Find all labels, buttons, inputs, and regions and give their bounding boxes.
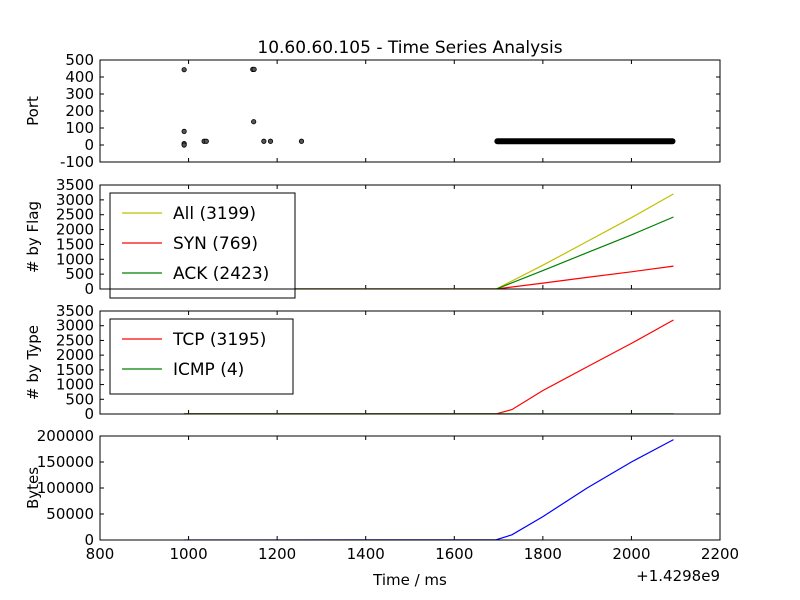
y-tick-label: 1500	[56, 235, 94, 253]
y-axis-label: # by Flag	[24, 201, 42, 273]
legend-label: TCP (3195)	[172, 330, 266, 350]
y-tick-label: -100	[60, 153, 94, 171]
y-tick-label: 200000	[37, 427, 94, 445]
y-axis-label: # by Type	[24, 325, 42, 400]
y-tick-label: 0	[84, 405, 94, 423]
legend-label: ACK (2423)	[173, 264, 269, 284]
legend-label: ICMP (4)	[173, 360, 244, 380]
y-tick-label: 100	[65, 119, 94, 137]
y-tick-label: 1500	[56, 361, 94, 379]
series-line-3	[188, 216, 674, 289]
x-tick-label: 2000	[612, 545, 650, 563]
y-tick-label: 3000	[56, 317, 94, 335]
y-tick-label: 100000	[37, 479, 94, 497]
plot-frame	[99, 184, 721, 290]
legend-box	[109, 318, 294, 395]
scatter-point	[181, 128, 187, 134]
plot-frame	[99, 435, 721, 541]
x-tick-label: 2200	[701, 545, 739, 563]
plot-frame	[99, 59, 721, 163]
scatter-point	[267, 138, 274, 144]
y-tick-label: 0	[84, 136, 94, 154]
panel-4: 0 50000 100000 150000 200000 800 1000 1200 1400 1…	[24, 427, 739, 563]
y-tick-label: 3500	[56, 302, 94, 320]
chart-panels: -1000100200300400500Port0500100015002000…	[24, 51, 739, 563]
y-tick-label: 400	[65, 68, 94, 86]
y-tick-label: 150000	[37, 453, 94, 471]
y-tick-label: 500	[65, 51, 94, 69]
scatter-point	[251, 119, 257, 125]
y-tick-label: 0	[84, 531, 94, 549]
y-tick-label: 50000	[46, 505, 94, 523]
y-axis-label: Port	[24, 96, 42, 126]
y-tick-label: 2500	[56, 331, 94, 349]
x-axis-offset-label: +1.4298e9	[636, 567, 720, 585]
scatter-dense-band	[494, 138, 676, 145]
scatter-point	[181, 142, 187, 148]
y-tick-label: 500	[65, 390, 94, 408]
y-tick-label: 2000	[56, 221, 94, 239]
chart-title: 10.60.60.105 - Time Series Analysis	[257, 38, 562, 58]
legend: All (3199) SYN (769) ACK (2423)	[109, 192, 296, 299]
x-tick-label: 1200	[258, 545, 296, 563]
scatter-point	[298, 138, 305, 144]
y-axis-label: Bytes	[24, 467, 42, 509]
x-tick-label: 1400	[347, 545, 385, 563]
data-layer	[181, 66, 676, 148]
y-tick-label: 500	[65, 265, 94, 283]
y-tick-label: 300	[65, 85, 94, 103]
x-tick-label: 1000	[169, 545, 207, 563]
x-axis-label: Time / ms	[372, 571, 447, 589]
scatter-point	[181, 67, 187, 73]
scatter-point	[251, 66, 257, 72]
y-tick-label: 1000	[56, 250, 94, 268]
legend-box	[109, 192, 296, 299]
x-tick-label: 800	[86, 545, 115, 563]
y-tick-label: 0	[84, 280, 94, 298]
x-tick-label: 1600	[435, 545, 473, 563]
y-tick-label: 200	[65, 102, 94, 120]
scatter-point	[261, 138, 267, 144]
y-tick-label: 3000	[56, 191, 94, 209]
x-tick-label: 1800	[524, 545, 562, 563]
legend-label: SYN (769)	[173, 234, 258, 254]
plot-frame	[99, 310, 721, 415]
series-line-2	[188, 265, 674, 289]
y-tick-label: 2500	[56, 206, 94, 224]
data-layer	[184, 439, 674, 540]
legend-label: All (3199)	[173, 204, 256, 224]
y-tick-label: 2000	[56, 346, 94, 364]
scatter-point	[203, 138, 209, 144]
series-line-1	[184, 439, 674, 540]
legend: TCP (3195) ICMP (4)	[109, 318, 294, 395]
y-tick-label: 1000	[56, 376, 94, 394]
y-tick-label: 3500	[56, 176, 94, 194]
